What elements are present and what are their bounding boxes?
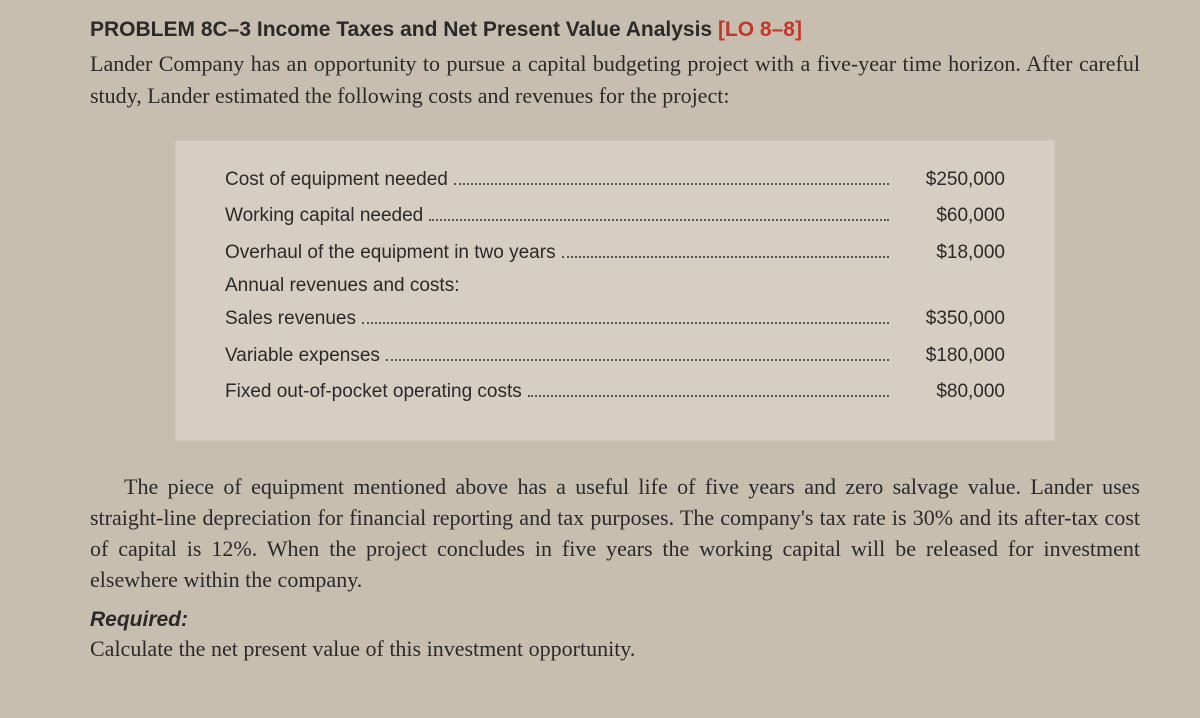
data-table: Cost of equipment needed $250,000 Workin… xyxy=(175,140,1055,441)
table-row: Working capital needed $60,000 xyxy=(225,202,1005,231)
row-value: $18,000 xyxy=(895,239,1005,268)
row-label: Working capital needed xyxy=(225,202,423,231)
row-value: $180,000 xyxy=(895,342,1005,371)
required-label: Required: xyxy=(90,608,1140,632)
table-row: Overhaul of the equipment in two years $… xyxy=(225,239,1005,268)
dot-leader xyxy=(562,256,889,258)
learning-objective-tag: [LO 8–8] xyxy=(718,18,802,41)
row-value: $80,000 xyxy=(895,378,1005,407)
required-text: Calculate the net present value of this … xyxy=(90,634,1140,665)
intro-paragraph: Lander Company has an opportunity to pur… xyxy=(90,48,1140,112)
problem-title: Income Taxes and Net Present Value Analy… xyxy=(257,18,712,41)
subheader-row: Annual revenues and costs: xyxy=(225,275,1005,297)
row-label: Fixed out-of-pocket operating costs xyxy=(225,378,522,407)
row-value: $250,000 xyxy=(895,166,1005,195)
problem-number: PROBLEM 8C–3 xyxy=(90,18,251,41)
row-value: $350,000 xyxy=(895,305,1005,334)
row-label: Cost of equipment needed xyxy=(225,166,448,195)
row-label: Sales revenues xyxy=(225,305,356,334)
row-label: Overhaul of the equipment in two years xyxy=(225,239,556,268)
dot-leader xyxy=(362,322,889,324)
dot-leader xyxy=(528,395,889,397)
row-label: Variable expenses xyxy=(225,342,380,371)
problem-header: PROBLEM 8C–3 Income Taxes and Net Presen… xyxy=(90,18,1140,42)
body-paragraph: The piece of equipment mentioned above h… xyxy=(90,471,1140,596)
dot-leader xyxy=(429,219,889,221)
dot-leader xyxy=(454,183,889,185)
page-content: PROBLEM 8C–3 Income Taxes and Net Presen… xyxy=(0,0,1200,685)
row-value: $60,000 xyxy=(895,202,1005,231)
dot-leader xyxy=(386,359,889,361)
table-row: Fixed out-of-pocket operating costs $80,… xyxy=(225,378,1005,407)
table-row: Variable expenses $180,000 xyxy=(225,342,1005,371)
table-row: Sales revenues $350,000 xyxy=(225,305,1005,334)
table-row: Cost of equipment needed $250,000 xyxy=(225,166,1005,195)
